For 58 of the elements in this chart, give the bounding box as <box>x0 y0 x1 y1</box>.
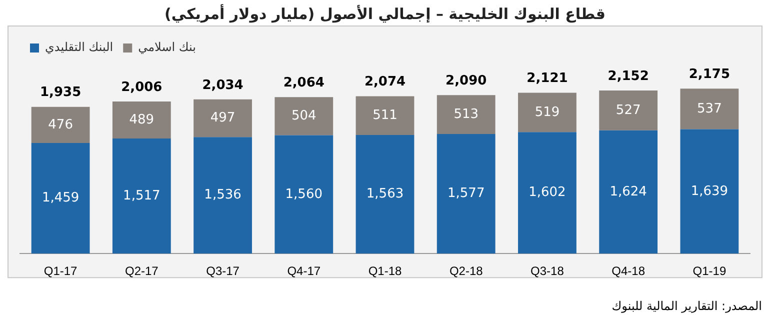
x-tick-label: Q4-17 <box>287 264 321 278</box>
legend-label: بنك اسلامي <box>138 40 196 54</box>
data-label: 511 <box>372 108 398 124</box>
x-tick-label: Q1-18 <box>368 264 402 278</box>
data-label: 1,639 <box>690 184 728 199</box>
bar <box>518 132 576 254</box>
data-label: 1,577 <box>448 186 485 202</box>
total-label: 2,090 <box>446 73 487 88</box>
bar <box>599 90 658 130</box>
bar <box>112 138 171 254</box>
total-label: 2,152 <box>608 68 649 84</box>
data-label: 1,563 <box>366 186 404 202</box>
data-label: 527 <box>616 102 641 118</box>
bar <box>31 106 90 143</box>
data-label: 1,602 <box>528 185 566 200</box>
bar <box>356 135 414 254</box>
bar <box>599 130 658 254</box>
data-label: 1,536 <box>204 188 242 203</box>
bar <box>436 134 496 254</box>
x-tick-label: Q3-17 <box>206 264 240 278</box>
data-label: 537 <box>697 101 722 116</box>
total-label: 2,006 <box>121 80 162 95</box>
chart-title: قطاع البنوك الخليجية – إجمالي الأصول (مليار دولار أمريكي) <box>164 4 606 23</box>
total-label: 2,121 <box>526 71 568 86</box>
bar <box>680 129 739 254</box>
data-label: 489 <box>129 112 154 128</box>
total-label: 2,064 <box>283 75 324 90</box>
bar <box>518 92 576 132</box>
bar <box>680 88 739 130</box>
data-label: 519 <box>534 104 560 120</box>
data-label: 504 <box>291 108 316 124</box>
total-label: 2,034 <box>202 78 244 93</box>
bar <box>194 99 252 138</box>
x-tick-label: Q2-18 <box>449 264 484 278</box>
x-tick-label: Q1-17 <box>44 264 78 278</box>
data-label: 497 <box>210 110 236 126</box>
data-label: 513 <box>454 106 479 122</box>
x-tick-label: Q2-17 <box>124 264 159 278</box>
legend-label: البنك التقليدي <box>45 40 114 54</box>
data-label: 1,517 <box>123 188 160 204</box>
x-tick-label: Q4-18 <box>612 264 646 278</box>
x-tick-label: Q1-19 <box>692 264 726 278</box>
text: المصدر: التقارير المالية للبنوك <box>612 299 762 313</box>
bar <box>31 142 90 254</box>
bar <box>436 95 496 134</box>
bar <box>356 96 414 136</box>
x-tick-label: Q3-18 <box>530 264 564 278</box>
total-label: 2,074 <box>364 74 406 90</box>
bar <box>274 97 334 136</box>
bar <box>274 135 334 254</box>
data-label: 1,624 <box>610 184 647 200</box>
data-label: 1,459 <box>42 190 80 206</box>
total-label: 2,175 <box>688 66 730 82</box>
bar <box>194 137 252 254</box>
total-label: 1,935 <box>40 85 82 100</box>
data-label: 476 <box>48 117 73 132</box>
bar <box>112 101 171 139</box>
data-label: 1,560 <box>285 186 322 202</box>
